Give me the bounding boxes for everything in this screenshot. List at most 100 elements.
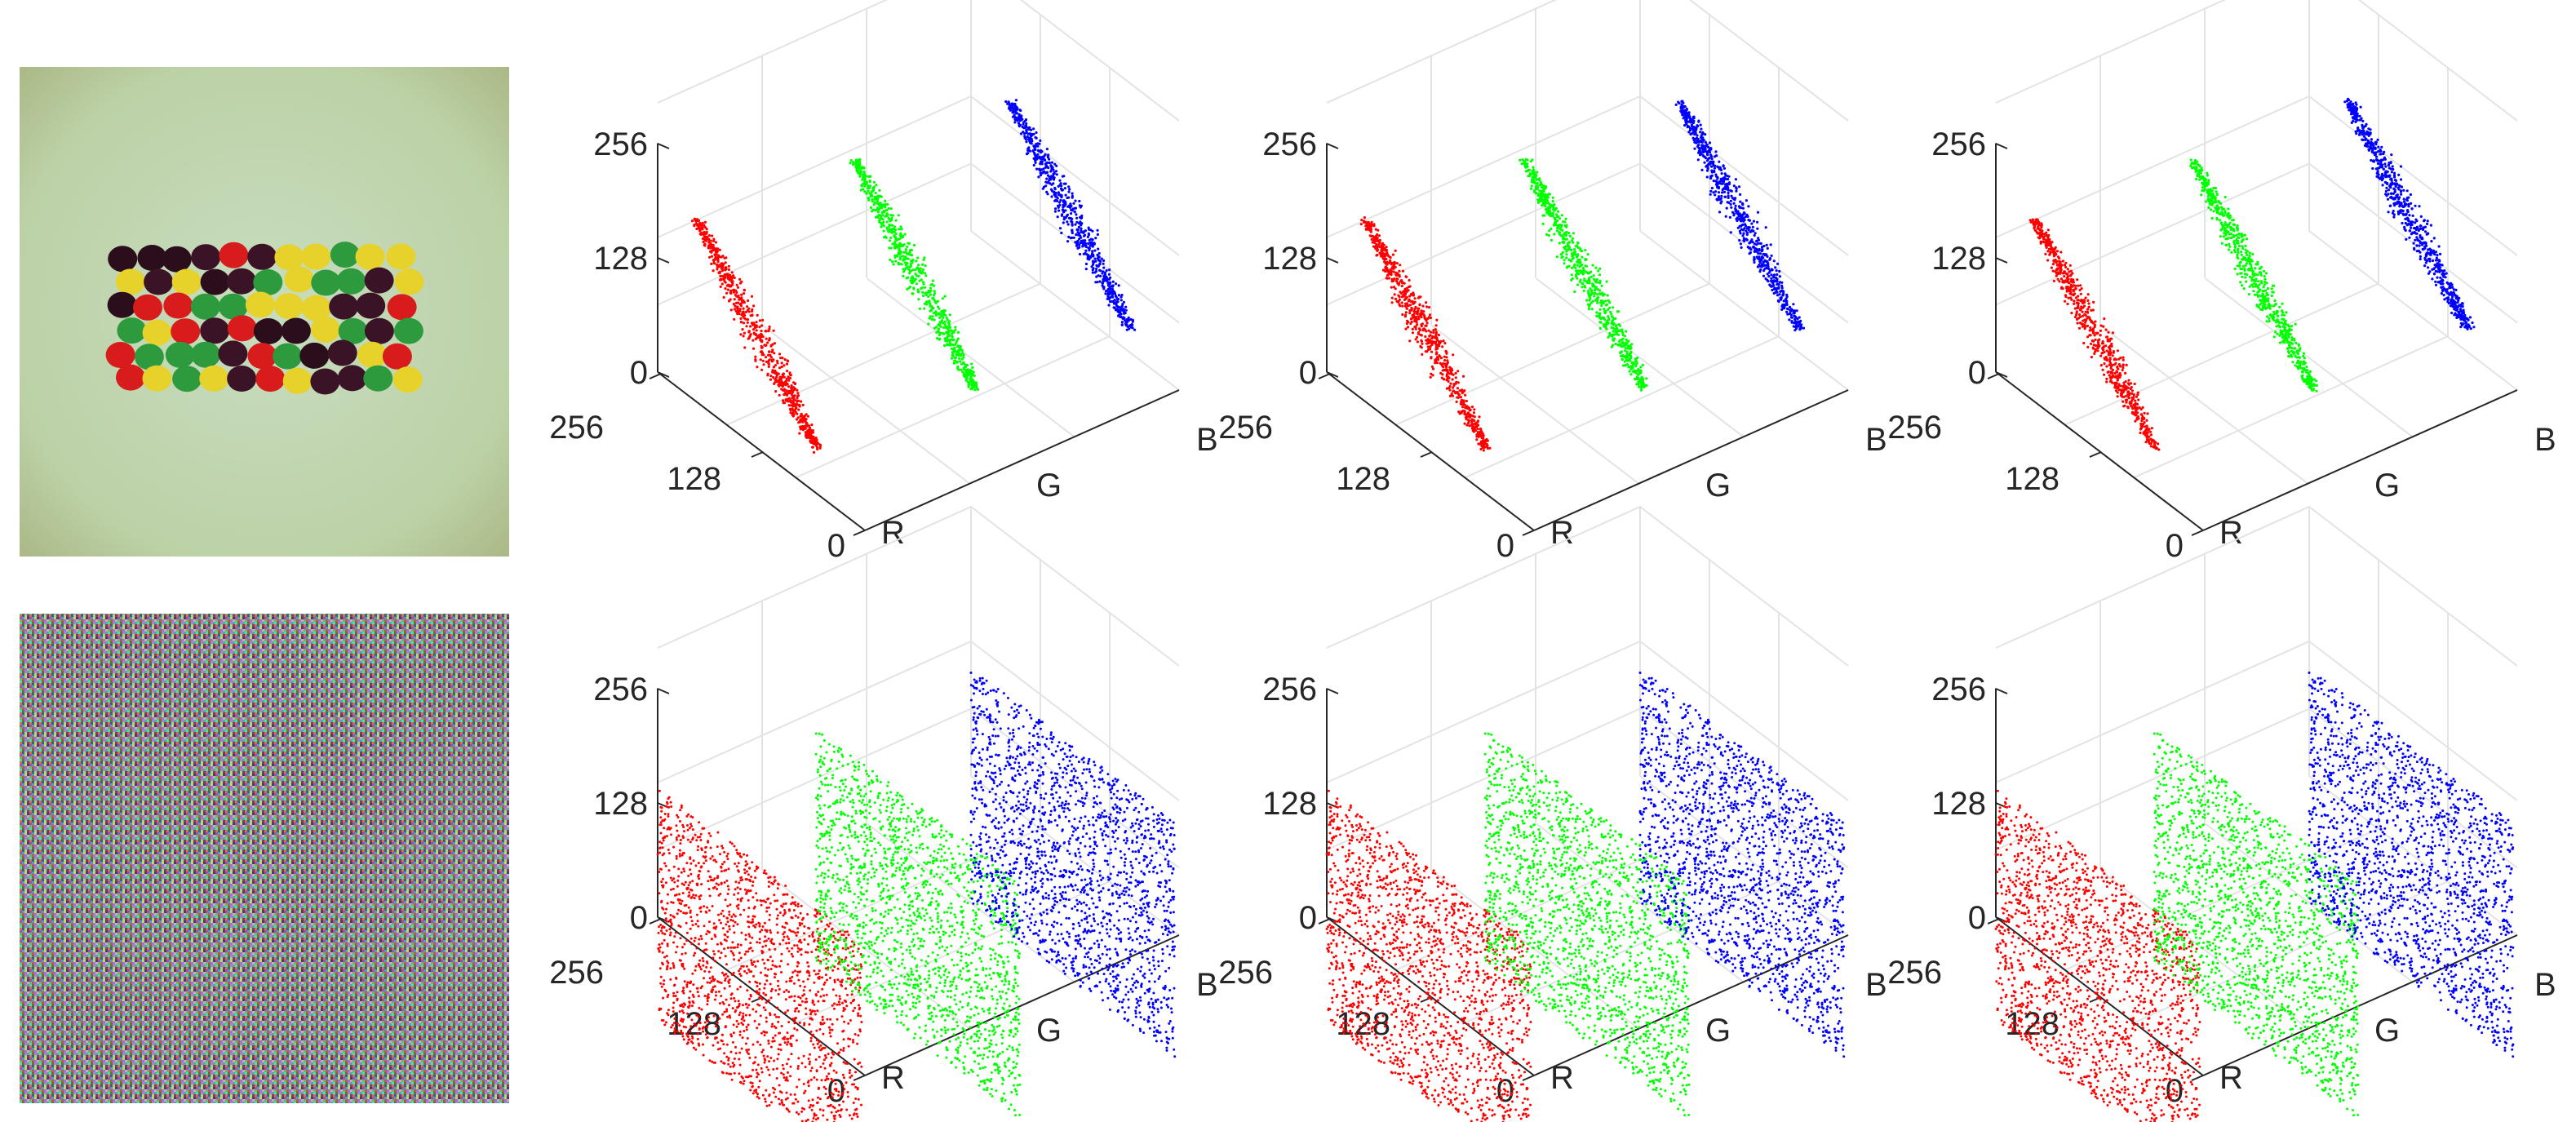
- scatter-point: [781, 361, 783, 364]
- scatter-point: [2035, 220, 2037, 222]
- scatter-point: [1044, 184, 1047, 187]
- scatter-point: [1132, 319, 1134, 322]
- scatter-point: [1094, 281, 1097, 283]
- scatter-point: [1417, 317, 1420, 320]
- scatter-point: [1777, 287, 1780, 290]
- scatter-point: [1558, 242, 1561, 244]
- scatter-point: [2109, 362, 2112, 365]
- scatter-point: [1696, 134, 1698, 136]
- scatter-point: [1565, 256, 1567, 259]
- scatter-point: [1465, 424, 1468, 426]
- scatter-point: [778, 373, 780, 375]
- scatter-point: [1771, 255, 1773, 257]
- scatter-point: [1563, 233, 1566, 235]
- scatter-point: [1789, 306, 1791, 308]
- scatter-point: [752, 339, 754, 342]
- series-0: [2029, 218, 2161, 450]
- scatter-point: [1471, 418, 1474, 420]
- scatter-point: [1075, 213, 1077, 215]
- x-tick-label: 128: [667, 461, 721, 497]
- scatter-point: [873, 203, 876, 206]
- scatter-point: [1098, 280, 1101, 282]
- scatter-point: [1599, 327, 1602, 330]
- scatter-point: [1447, 361, 1449, 364]
- scatter-point: [1522, 158, 1524, 161]
- scatter-point: [1635, 372, 1638, 375]
- scatter-point: [738, 278, 741, 281]
- scatter-point: [944, 321, 947, 323]
- scatter-point: [2128, 384, 2130, 386]
- scatter-point: [2077, 322, 2079, 324]
- scatter-point: [914, 268, 916, 271]
- scatter-point: [1635, 362, 1638, 365]
- scatter-point: [1412, 328, 1414, 330]
- scatter-point: [1449, 395, 1452, 397]
- candy: [328, 340, 357, 366]
- scatter-point: [1097, 264, 1099, 267]
- scatter-point: [941, 319, 943, 322]
- scatter-point: [759, 319, 761, 322]
- scatter-point: [1121, 323, 1124, 326]
- scatter-point: [949, 340, 951, 343]
- scatter-point: [1585, 299, 1588, 301]
- scatter-point: [1793, 314, 1795, 317]
- scatter-point: [1390, 272, 1392, 274]
- scatter-point: [863, 185, 866, 188]
- scatter-point: [1591, 308, 1594, 310]
- scatter-point: [804, 424, 806, 427]
- scatter-point: [1449, 369, 1452, 371]
- scatter-point: [924, 274, 927, 277]
- scatter-point: [1121, 305, 1124, 308]
- scatter-point: [1615, 333, 1617, 335]
- scatter-point: [1396, 262, 1399, 264]
- scatter-point: [1404, 298, 1407, 300]
- scatter-point: [788, 404, 791, 406]
- scatter-point: [921, 291, 924, 294]
- scatter-point: [1459, 389, 1461, 392]
- grid-line: [1327, 96, 1848, 255]
- scatter-point: [712, 269, 715, 272]
- scatter-point: [1753, 256, 1755, 259]
- scatter-point: [1571, 273, 1573, 276]
- scatter-point: [1561, 214, 1563, 216]
- scatter-point: [1435, 330, 1438, 333]
- scatter-point: [1389, 256, 1391, 259]
- scatter-point: [2105, 365, 2108, 367]
- scatter-point: [876, 195, 879, 197]
- scatter-point: [1607, 308, 1609, 311]
- candy: [395, 268, 424, 295]
- scatter-point: [2042, 241, 2044, 243]
- scatter-point: [2111, 345, 2113, 348]
- scatter-point: [1022, 126, 1024, 128]
- scatter-point: [1587, 253, 1589, 255]
- scatter-point: [1799, 320, 1802, 322]
- scatter-point: [725, 282, 727, 284]
- scatter-point: [1710, 170, 1713, 172]
- scatter-point: [750, 333, 752, 335]
- scatter-point: [1133, 329, 1136, 331]
- x-tick: [1523, 530, 1534, 535]
- scatter-point: [951, 339, 953, 341]
- scatter-point: [762, 360, 765, 362]
- scatter-point: [1386, 249, 1388, 251]
- scatter-point: [740, 294, 743, 296]
- scatter-point: [2107, 331, 2109, 334]
- scatter-point: [921, 264, 924, 266]
- scatter-point: [1443, 359, 1446, 361]
- scatter-point: [1573, 290, 1576, 293]
- scatter-point: [725, 266, 727, 268]
- scatter-point: [925, 294, 928, 296]
- scatter-point: [1564, 246, 1567, 248]
- scatter-point: [1445, 379, 1448, 381]
- scatter-point: [2085, 319, 2087, 322]
- scatter-point: [765, 330, 767, 332]
- scatter-point: [1416, 336, 1418, 339]
- scatter-point: [1576, 283, 1579, 286]
- scatter-point: [1421, 353, 1423, 356]
- scatter-point: [710, 263, 712, 265]
- scatter-point: [2104, 344, 2107, 347]
- scatter-point: [1699, 131, 1701, 133]
- scatter-point: [1393, 271, 1395, 273]
- scatter-point: [1018, 123, 1021, 126]
- scatter-point: [1771, 289, 1773, 291]
